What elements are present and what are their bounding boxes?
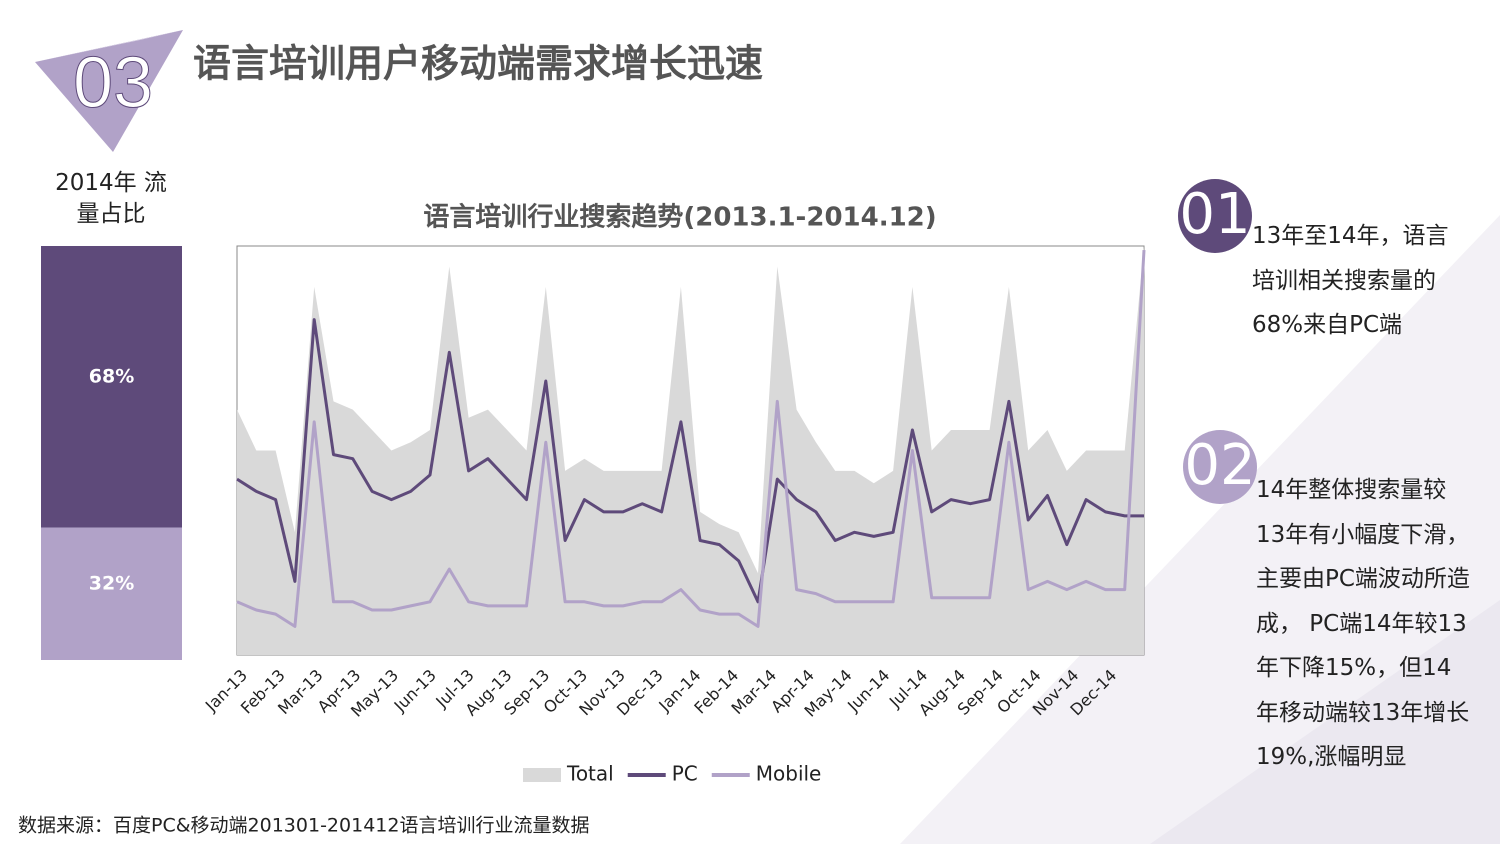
- note-number: 01: [1179, 182, 1250, 247]
- logo-shape: [35, 30, 183, 62]
- share-label: 32%: [89, 572, 134, 594]
- x-tick-label: Jun-14: [843, 666, 893, 716]
- legend-label: Total: [566, 762, 614, 786]
- note-text: 13年至14年，语言培训相关搜索量的68%来自PC端: [1252, 223, 1449, 338]
- slide-title: 语言培训用户移动端需求增长迅速: [193, 42, 763, 86]
- share-label: 68%: [89, 365, 134, 387]
- logo-shape: [35, 30, 183, 152]
- note-text: 14年整体搜索量较13年有小幅度下滑，主要由PC端波动所造成， PC端14年较1…: [1256, 477, 1470, 770]
- share-bar: [41, 527, 182, 660]
- note-badge: [1183, 430, 1257, 504]
- bg-shape: [1150, 600, 1500, 844]
- share-bar: [41, 246, 182, 528]
- chart-title: 语言培训行业搜索趋势(2013.1-2014.12): [423, 202, 936, 233]
- x-tick-label: Jun-13: [390, 666, 440, 716]
- note-number: 02: [1184, 433, 1255, 498]
- line: [236, 318, 1144, 604]
- share-title: 2014年 流量占比: [55, 170, 167, 227]
- footer: 数据来源：百度PC&移动端201301-201412语言培训行业流量数据: [18, 815, 589, 837]
- legend-swatch: [523, 768, 561, 782]
- line: [236, 250, 1146, 628]
- area: [237, 246, 1144, 655]
- bg-shape: [900, 215, 1500, 844]
- note-badge: [1178, 179, 1252, 253]
- legend-label: PC: [672, 762, 698, 786]
- legend-label: Mobile: [756, 762, 822, 786]
- section-number: 03: [73, 43, 153, 123]
